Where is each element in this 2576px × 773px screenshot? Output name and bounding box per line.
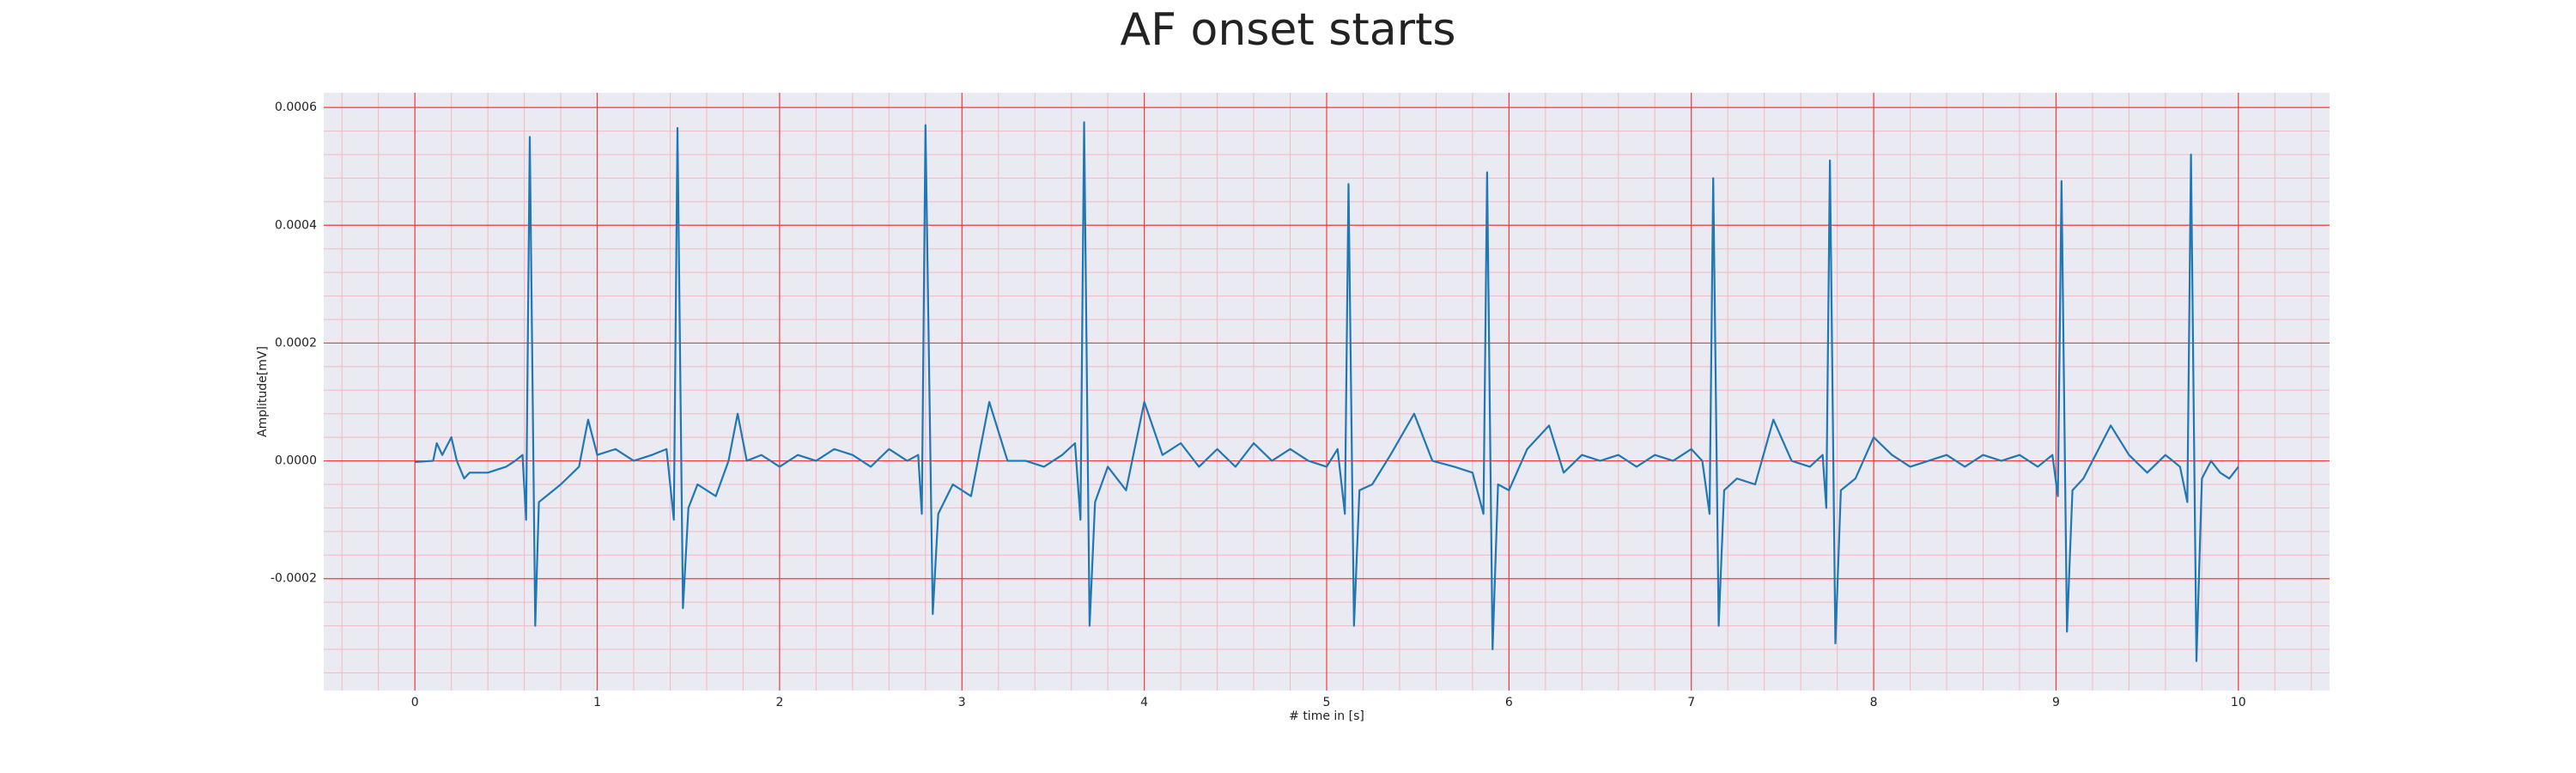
x-tick-label: 9 [2052, 696, 2060, 709]
x-tick-label: 6 [1505, 696, 1513, 709]
x-tick-label: 5 [1323, 696, 1331, 709]
x-tick-label: 10 [2231, 696, 2246, 709]
grid [324, 93, 2330, 691]
ecg-line [415, 121, 2239, 662]
x-axis-label: # time in [s] [1289, 709, 1364, 723]
x-tick-label: 7 [1687, 696, 1695, 709]
y-tick-label: 0.0000 [275, 454, 317, 468]
x-tick-label: 3 [958, 696, 966, 709]
x-tick-label: 4 [1140, 696, 1148, 709]
y-axis-label: Amplitude[mV] [256, 346, 270, 437]
x-tick-label: 2 [775, 696, 783, 709]
x-tick-label: 0 [411, 696, 419, 709]
y-tick-label: -0.0002 [270, 572, 317, 586]
x-tick-label: 8 [1870, 696, 1878, 709]
y-tick-label: 0.0002 [275, 336, 317, 350]
x-tick-label: 1 [593, 696, 601, 709]
chart-title: AF onset starts [1121, 4, 1456, 56]
y-tick-label: 0.0004 [275, 218, 317, 232]
y-tick-label: 0.0006 [275, 100, 317, 114]
